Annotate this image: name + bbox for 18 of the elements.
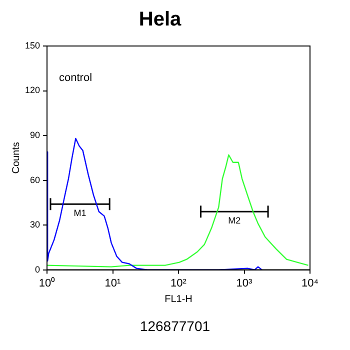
y-tick-label: 120 — [24, 85, 40, 96]
y-tick-label: 90 — [30, 130, 40, 140]
x-tick-label: 10³ — [236, 277, 253, 290]
text: 126877701 — [138, 318, 212, 334]
series-label: M1 — [74, 208, 86, 218]
y-axis-title: Counts — [10, 142, 22, 174]
x-tick-label: 10⁰ — [38, 276, 56, 290]
y-tick-label: 60 — [30, 174, 40, 185]
y-tick-label: 30 — [30, 220, 40, 230]
y-tick-label: 150 — [24, 40, 40, 50]
chart-title: Hela — [138, 8, 182, 31]
x-tick-label: 10² — [170, 277, 187, 290]
x-axis-title: FL1-H — [164, 294, 192, 305]
series-label: M2 — [228, 216, 241, 226]
annotation: control — [59, 72, 92, 84]
x-tick-label: 10⁴ — [302, 277, 319, 290]
x-tick-label: 10¹ — [104, 277, 122, 290]
y-tick-label: 0 — [35, 264, 40, 274]
